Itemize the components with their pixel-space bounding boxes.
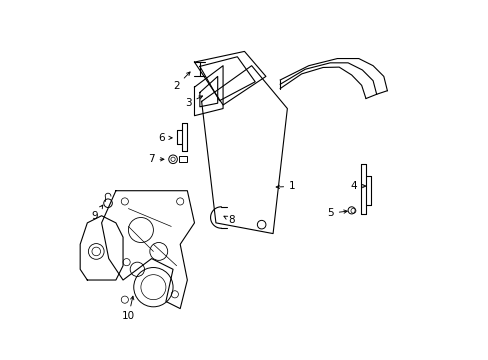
Text: 9: 9 [91,205,102,221]
Text: 7: 7 [147,154,163,164]
Bar [179,157,186,162]
Text: 8: 8 [224,215,234,225]
Text: 10: 10 [122,296,135,321]
Text: 5: 5 [326,208,346,218]
Text: 4: 4 [350,181,365,191]
Text: 6: 6 [158,133,172,143]
Text: 3: 3 [184,96,202,108]
Text: 1: 1 [276,181,295,192]
Text: 2: 2 [172,72,190,91]
